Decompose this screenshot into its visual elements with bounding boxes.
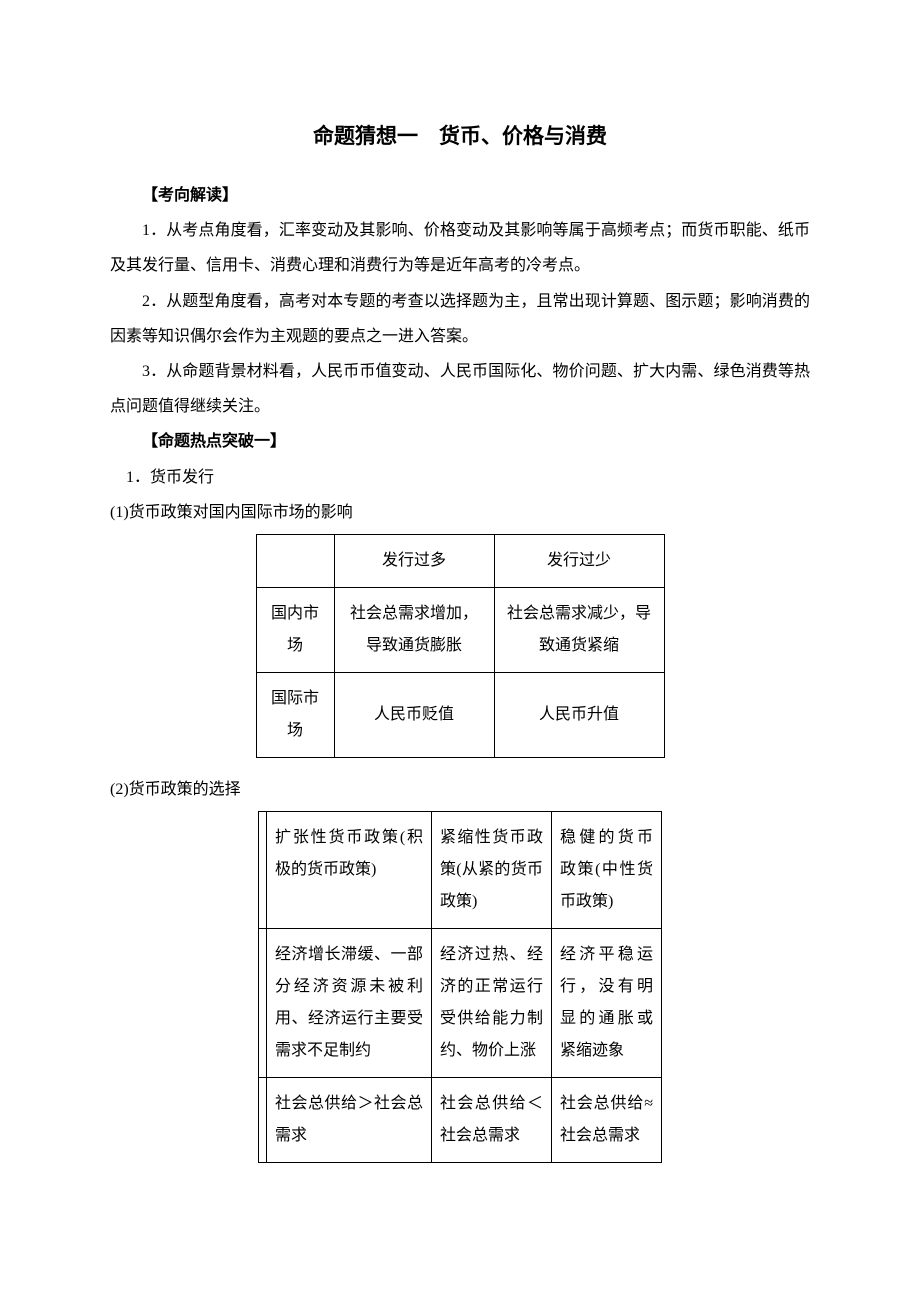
table-row: 社会总供给＞社会总需求 社会总供给＜社会总需求 社会总供给≈社会总需求 bbox=[259, 1078, 662, 1163]
table-currency-policy-effect: 发行过多 发行过少 国内市场 社会总需求增加，导致通货膨胀 社会总需求减少，导致… bbox=[256, 534, 665, 758]
sub-sub-heading: (2)货币政策的选择 bbox=[110, 772, 810, 807]
table-cell: 国际市场 bbox=[256, 672, 334, 757]
table-cell: 社会总供给＞社会总需求 bbox=[267, 1078, 432, 1163]
table-cell bbox=[259, 929, 267, 1078]
table-cell bbox=[259, 1078, 267, 1163]
table-cell: 社会总需求增加，导致通货膨胀 bbox=[334, 587, 494, 672]
table-cell: 经济平稳运行，没有明显的通胀或紧缩迹象 bbox=[552, 929, 662, 1078]
table-cell: 人民币升值 bbox=[494, 672, 664, 757]
table-cell: 发行过多 bbox=[334, 534, 494, 587]
table-cell: 经济过热、经济的正常运行受供给能力制约、物价上涨 bbox=[432, 929, 552, 1078]
paragraph: 1．从考点角度看，汇率变动及其影响、价格变动及其影响等属于高频考点；而货币职能、… bbox=[110, 213, 810, 283]
table-row: 国内市场 社会总需求增加，导致通货膨胀 社会总需求减少，导致通货紧缩 bbox=[256, 587, 664, 672]
section-header-1: 【考向解读】 bbox=[110, 178, 810, 213]
table-cell: 社会总需求减少，导致通货紧缩 bbox=[494, 587, 664, 672]
table-row: 国际市场 人民币贬值 人民币升值 bbox=[256, 672, 664, 757]
table-cell bbox=[256, 534, 334, 587]
table-cell: 扩张性货币政策(积极的货币政策) bbox=[267, 812, 432, 929]
table-row: 发行过多 发行过少 bbox=[256, 534, 664, 587]
paragraph: 3．从命题背景材料看，人民币币值变动、人民币国际化、物价问题、扩大内需、绿色消费… bbox=[110, 354, 810, 424]
paragraph: 2．从题型角度看，高考对本专题的考查以选择题为主，且常出现计算题、图示题；影响消… bbox=[110, 284, 810, 354]
section-header-2: 【命题热点突破一】 bbox=[110, 424, 810, 459]
table-cell: 紧缩性货币政策(从紧的货币政策) bbox=[432, 812, 552, 929]
table-cell bbox=[259, 812, 267, 929]
table-currency-policy-choice: 扩张性货币政策(积极的货币政策) 紧缩性货币政策(从紧的货币政策) 稳健的货币政… bbox=[258, 811, 662, 1163]
table-cell: 社会总供给＜社会总需求 bbox=[432, 1078, 552, 1163]
sub-heading: 1．货币发行 bbox=[110, 460, 810, 495]
table-cell: 稳健的货币政策(中性货币政策) bbox=[552, 812, 662, 929]
table-cell: 经济增长滞缓、一部分经济资源未被利用、经济运行主要受需求不足制约 bbox=[267, 929, 432, 1078]
table-cell: 人民币贬值 bbox=[334, 672, 494, 757]
page-title: 命题猜想一 货币、价格与消费 bbox=[110, 120, 810, 150]
table-row: 扩张性货币政策(积极的货币政策) 紧缩性货币政策(从紧的货币政策) 稳健的货币政… bbox=[259, 812, 662, 929]
sub-sub-heading: (1)货币政策对国内国际市场的影响 bbox=[110, 495, 810, 530]
table-cell: 社会总供给≈社会总需求 bbox=[552, 1078, 662, 1163]
table-cell: 发行过少 bbox=[494, 534, 664, 587]
table-row: 经济增长滞缓、一部分经济资源未被利用、经济运行主要受需求不足制约 经济过热、经济… bbox=[259, 929, 662, 1078]
table-cell: 国内市场 bbox=[256, 587, 334, 672]
